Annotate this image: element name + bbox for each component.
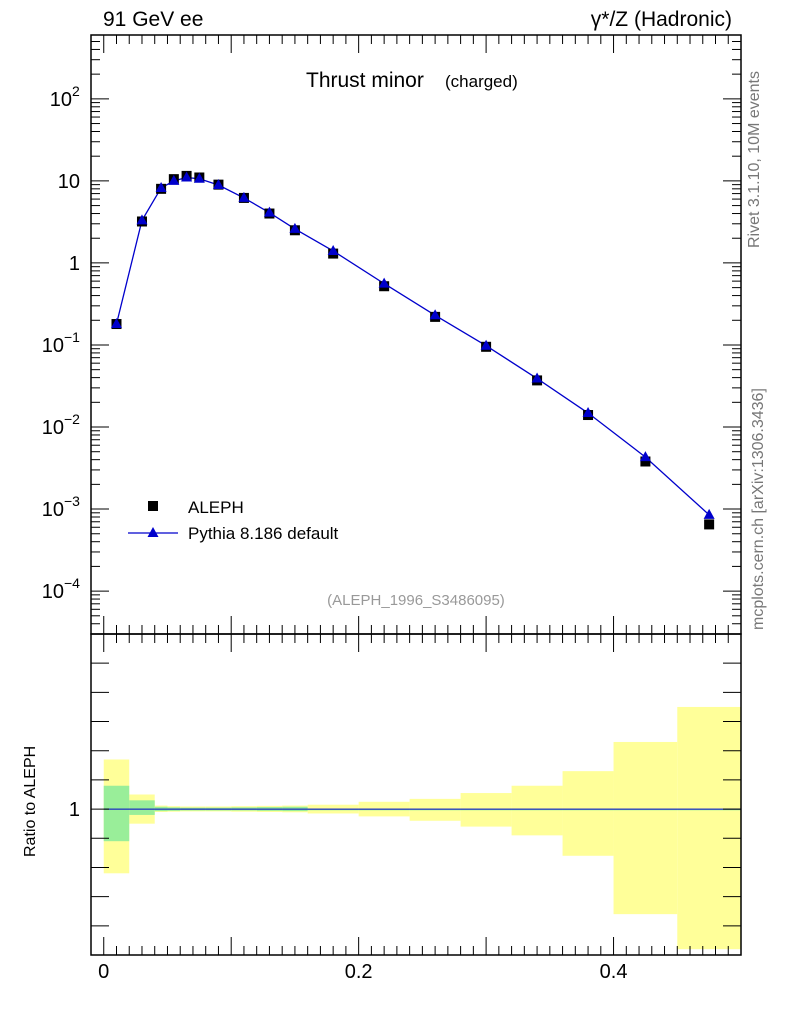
ratio-band-outer [677,706,741,950]
mc-point [429,309,441,320]
y-tick-label-exponent: 2 [72,83,80,99]
header-right-label: γ*/Z (Hadronic) [590,8,732,31]
ratio-band-inner [103,785,130,842]
mc-point [110,318,122,329]
mc-point [155,181,167,192]
y-tick-label: 10 [58,171,80,193]
mc-point [193,172,205,183]
mc-point [378,277,390,288]
mc-point [181,171,193,182]
ratio-band-outer [511,785,563,836]
y-tick-label-exponent: −4 [64,575,80,591]
legend-label-mc: Pythia 8.186 default [188,524,339,543]
main-panel-frame [90,34,742,635]
ratio-band-outer [562,771,614,856]
chart-title: Thrust minor [306,69,424,92]
mc-point [238,191,250,202]
y-tick-label: 10 [50,89,72,111]
mc-point [212,179,224,190]
ratio-panel-frame [90,633,742,956]
mc-point [703,508,715,519]
legend-marker-mc [147,527,159,537]
y-tick-label-exponent: −3 [64,493,80,509]
mc-point [582,407,594,418]
data-point [640,456,651,467]
mc-point [136,214,148,225]
ratio-band-inner [129,800,155,815]
x-tick-label: 0.2 [345,961,373,983]
y-tick-label: 10 [42,499,64,521]
mc-point [327,244,339,255]
analysis-watermark: (ALEPH_1996_S3486095) [327,592,505,609]
x-tick-label: 0 [98,961,109,983]
data-point [704,519,715,530]
y-tick-label-exponent: −1 [64,329,80,345]
mc-point [289,222,301,233]
header-left-label: 91 GeV ee [103,8,204,31]
x-tick-label: 0.4 [600,961,628,983]
mc-point [639,451,651,462]
mc-point [263,206,275,217]
y-tick-label: 10 [42,581,64,603]
y-tick-label: 10 [42,335,64,357]
y-tick-label: 10 [42,417,64,439]
y-tick-label: 1 [69,253,80,275]
mc-point [168,174,180,185]
legend-marker-data [148,501,158,511]
chart-title-suffix: (charged) [445,72,518,91]
ratio-band-outer [613,741,678,915]
legend-label-data: ALEPH [188,498,244,517]
mc-point [480,339,492,350]
y-tick-label-exponent: −2 [64,411,80,427]
ratio-y-tick-label: 1 [69,799,80,821]
mc-series-line [115,176,710,516]
mc-point [531,372,543,383]
